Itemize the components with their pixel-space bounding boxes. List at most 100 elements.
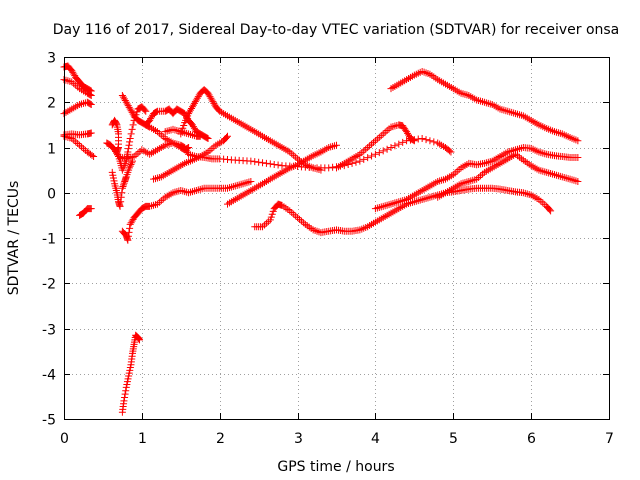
data-point: [119, 183, 127, 191]
data-point: [385, 201, 393, 209]
y-tick-label: 0: [47, 187, 56, 203]
data-point: [547, 170, 555, 178]
series-arc-18: [251, 184, 555, 237]
data-point: [418, 134, 426, 142]
data-point: [333, 141, 340, 149]
data-point: [223, 133, 231, 141]
data-point: [185, 189, 193, 197]
data-point: [231, 182, 239, 190]
data-point: [379, 130, 387, 138]
data-point: [129, 121, 137, 129]
data-point: [403, 137, 411, 145]
data-point: [409, 136, 417, 144]
data-point: [86, 100, 94, 108]
data-point: [204, 134, 212, 142]
x-tick-label: 7: [605, 431, 614, 447]
data-point: [122, 387, 130, 395]
data-point: [163, 127, 171, 135]
data-point: [297, 217, 305, 225]
data-point: [290, 210, 298, 218]
data-point: [371, 205, 379, 213]
data-point: [556, 172, 564, 180]
data-point: [290, 151, 298, 159]
data-point: [294, 214, 302, 222]
series-arc-9: [118, 177, 255, 244]
data-point: [198, 185, 206, 193]
data-point: [389, 199, 397, 207]
data-point: [120, 181, 128, 189]
data-point: [514, 145, 522, 153]
series-arc-17: [224, 141, 340, 208]
data-point: [245, 178, 253, 186]
x-tick-label: 0: [60, 431, 69, 447]
data-point: [224, 132, 231, 140]
series-arc-10: [118, 331, 144, 416]
data-point: [124, 145, 132, 153]
data-point: [480, 98, 488, 106]
data-point: [153, 200, 161, 208]
data-point: [564, 175, 572, 183]
data-point: [545, 169, 553, 177]
data-point: [371, 150, 379, 158]
data-point: [391, 142, 399, 150]
data-point: [116, 202, 124, 210]
data-point: [151, 175, 159, 183]
data-point: [379, 147, 387, 155]
data-point: [410, 198, 418, 206]
data-point: [87, 101, 95, 109]
data-point: [414, 197, 422, 205]
series-arc-2: [60, 76, 95, 99]
data-point: [229, 183, 237, 191]
data-point: [362, 145, 370, 153]
data-point: [356, 157, 364, 165]
data-point: [130, 153, 138, 161]
data-point: [562, 174, 570, 182]
data-point: [72, 138, 80, 146]
data-point: [422, 136, 430, 144]
data-point: [126, 134, 134, 142]
data-point: [572, 177, 580, 185]
data-point: [251, 158, 259, 166]
data-point: [447, 148, 455, 156]
data-point: [364, 144, 372, 151]
x-axis-label: GPS time / hours: [277, 459, 394, 475]
data-point: [395, 198, 403, 206]
data-point: [377, 203, 385, 211]
data-point: [266, 160, 274, 168]
data-point: [194, 186, 202, 194]
data-point: [373, 135, 381, 143]
data-point: [558, 173, 566, 181]
data-point: [121, 394, 129, 402]
data-point: [120, 397, 128, 405]
data-point: [233, 181, 241, 189]
data-point: [414, 135, 422, 143]
data-point: [473, 175, 481, 183]
data-point: [90, 153, 98, 161]
data-point: [502, 107, 510, 115]
data-point: [428, 193, 436, 201]
data-point: [574, 153, 582, 161]
data-point: [552, 171, 560, 179]
data-point: [117, 193, 125, 201]
data-point: [546, 206, 554, 214]
data-point: [424, 194, 432, 202]
data-point: [86, 91, 94, 99]
y-tick-label: -5: [42, 413, 56, 429]
data-point: [125, 228, 133, 236]
series-arc-15: [150, 132, 231, 183]
data-point: [412, 197, 420, 205]
data-point: [203, 134, 211, 142]
data-point: [142, 107, 150, 115]
data-point: [541, 150, 549, 158]
data-point: [227, 183, 235, 191]
data-point: [78, 143, 86, 151]
data-point: [243, 179, 251, 187]
data-point: [121, 390, 129, 398]
data-point: [360, 155, 368, 163]
data-point: [418, 196, 426, 204]
data-point: [296, 215, 304, 223]
data-point: [554, 172, 562, 180]
data-point: [241, 179, 249, 187]
data-point: [467, 177, 475, 185]
